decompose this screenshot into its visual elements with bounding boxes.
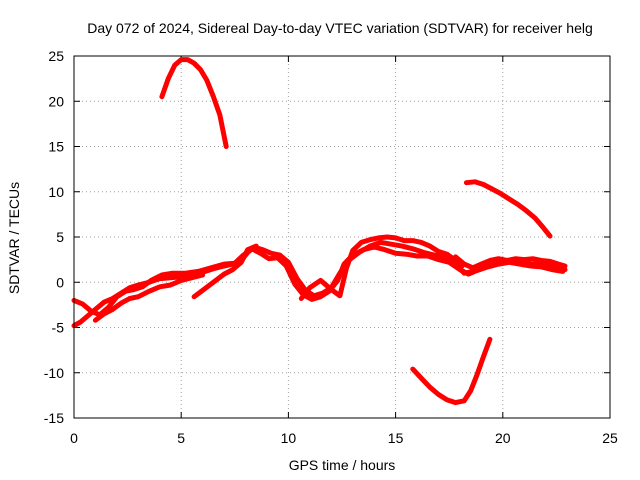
x-tick-label: 0 xyxy=(70,430,78,446)
grid-lines xyxy=(74,56,610,418)
axis-ticks: 0 5 10 15 20 25 -15 -10 -5 0 5 10 15 20 25 xyxy=(44,48,618,446)
y-tick-label: -10 xyxy=(44,365,64,381)
chart-title: Day 072 of 2024, Sidereal Day-to-day VTE… xyxy=(87,20,593,36)
series-arc-g xyxy=(159,57,229,149)
x-tick-label: 5 xyxy=(177,430,185,446)
y-tick-label: 15 xyxy=(48,139,64,155)
y-tick-label: 10 xyxy=(48,184,64,200)
y-axis-label: SDTVAR / TECUs xyxy=(6,182,22,294)
data-series xyxy=(71,57,568,406)
y-tick-label: 25 xyxy=(48,48,64,64)
series-arc-c xyxy=(92,272,206,323)
y-tick-label: 20 xyxy=(48,93,64,109)
series-arc-d xyxy=(191,243,259,300)
x-axis-label: GPS time / hours xyxy=(289,457,396,473)
y-tick-label: -15 xyxy=(44,410,64,426)
plot-frame xyxy=(73,55,611,419)
x-tick-label: 25 xyxy=(602,430,618,446)
x-tick-label: 10 xyxy=(281,430,297,446)
y-tick-label: 0 xyxy=(56,274,64,290)
series-arc-i xyxy=(410,336,493,406)
x-tick-label: 20 xyxy=(495,430,511,446)
series-arc-b xyxy=(71,244,566,318)
series-arc-e xyxy=(298,234,465,301)
series-arc-h xyxy=(463,179,553,239)
series-arc-f xyxy=(453,254,568,271)
x-tick-label: 15 xyxy=(388,430,404,446)
y-tick-label: -5 xyxy=(52,320,65,336)
y-tick-label: 5 xyxy=(56,229,64,245)
